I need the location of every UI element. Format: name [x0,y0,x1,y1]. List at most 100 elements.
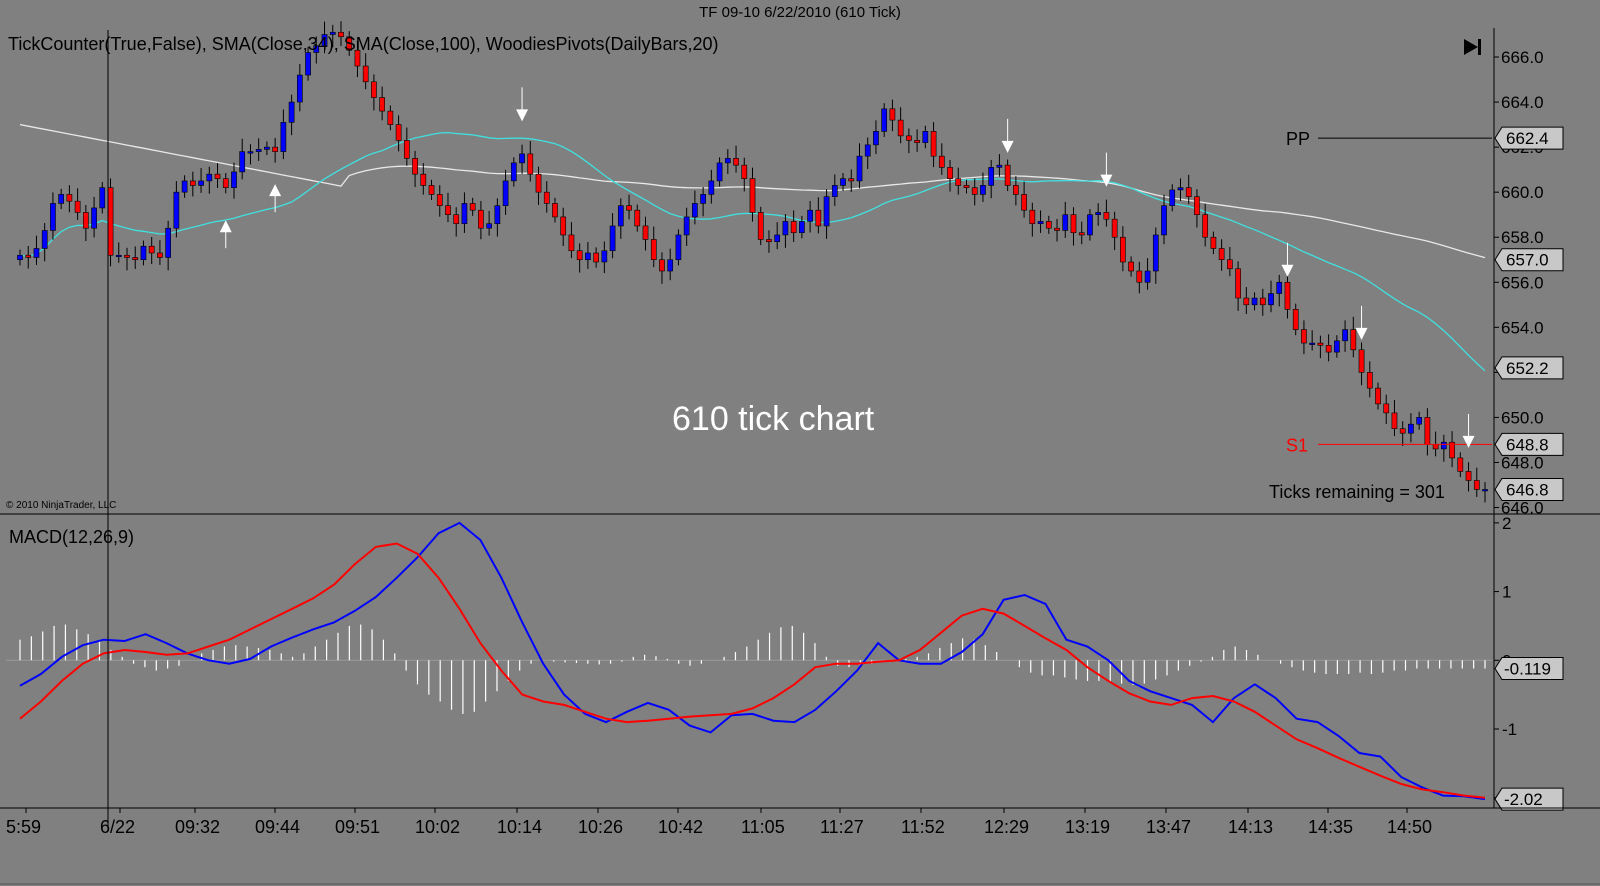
price-axis-label: 660.0 [1501,183,1544,202]
candle-body [354,49,361,67]
time-axis-label: 12:29 [984,817,1029,837]
window-title: TF 09-10 6/22/2010 (610 Tick) [0,0,1600,26]
candle-body [881,108,888,132]
price-axis-label: 664.0 [1501,93,1544,112]
candle-body [403,140,410,159]
candle-body [1243,297,1250,306]
buy-signal-arrowhead [269,184,282,197]
candle-body [782,221,789,236]
candle-body [1457,457,1464,472]
candle-body [1358,349,1365,373]
candle-body [41,230,48,249]
candle-body [1177,187,1184,191]
candle-body [733,158,739,166]
candle-body [1449,441,1455,459]
candle-body [1375,387,1381,405]
candle-body [1120,236,1126,263]
candle-body [445,205,451,215]
candle-body [1095,212,1102,215]
candle-body [1111,218,1118,238]
candle-body [741,164,748,179]
candle-body [593,252,599,263]
candle-body [897,119,904,137]
candle-body [1004,164,1011,186]
candle-body [74,200,81,213]
candle-body [700,194,706,204]
candle-body [766,239,772,243]
candle-body [198,180,204,186]
candle-body [1366,372,1373,389]
macd-panel[interactable]: 210-1-2-0.119-2.02 [6,514,1564,811]
candle-body [1202,214,1209,238]
candle-body [82,212,89,229]
macd-axis-label: -1 [1502,720,1517,739]
candle-body [568,234,575,252]
candle-body [1432,444,1439,450]
sell-signal-arrowhead [1355,327,1368,340]
candle-body [955,178,962,186]
candle-body [50,203,56,231]
candle-body [1408,423,1414,434]
candle-body [1070,214,1077,234]
candle-body [436,194,443,206]
candle-body [428,185,435,195]
candle-body [1350,329,1357,351]
candle-body [692,203,698,218]
candle-body [1440,441,1447,450]
time-axis-label: 5:59 [6,817,41,837]
candle-body [667,259,674,272]
pivot-label-pp: PP [1286,129,1310,149]
candle-body [1128,261,1134,272]
candle-body [288,101,295,123]
candle-body [502,180,509,206]
candle-body [749,178,756,213]
candle-body [535,173,542,193]
candle-body [1235,268,1241,299]
time-axis-label: 09:51 [335,817,380,837]
macd-marker-label: -0.119 [1504,659,1551,678]
candle-body [1416,417,1423,425]
candle-body [1251,297,1258,306]
time-axis-label: 09:32 [175,817,220,837]
price-marker-label: 652.2 [1506,359,1549,378]
candle-body [25,254,32,258]
candle-body [914,140,920,143]
candle-body [527,153,534,175]
candle-body [988,167,995,186]
candle-body [626,205,632,211]
candle-body [461,203,468,225]
candle-body [66,194,73,202]
candle-body [601,250,608,263]
buy-signal-arrowhead [219,220,232,233]
price-axis-label: 656.0 [1501,273,1544,292]
candle-body [1194,196,1200,215]
panel-frames [0,28,1600,885]
candle-body [971,187,978,195]
price-panel[interactable]: 666.0664.0662.0660.0658.0656.0654.0652.0… [17,21,1564,517]
candle-body [840,178,846,186]
candle-body [708,180,715,195]
candle-body [889,108,896,121]
price-marker-box [1494,356,1564,380]
overlay-caption: 610 tick chart [672,400,875,438]
candle-body [329,31,336,35]
candle-body [815,209,822,227]
skip-to-end-icon[interactable] [1460,36,1484,58]
candle-body [469,203,476,211]
candle-body [1037,221,1044,225]
candle-body [1013,185,1019,195]
candle-body [17,254,23,261]
candle-body [99,187,106,209]
candle-body [1276,281,1283,294]
candle-body [1045,221,1052,229]
time-axis: 5:59 6/22 09:32 09:44 09:51 10:02 10:14 10:26 10… [6,808,1432,837]
candle-body [280,122,287,152]
candle-body [494,205,501,225]
macd-axis-label: 1 [1502,583,1511,602]
candle-body [1185,187,1192,197]
candle-body [346,36,353,51]
candle-body [1473,480,1480,490]
candle-body [1325,345,1332,353]
price-marker-label: 662.4 [1506,129,1549,148]
